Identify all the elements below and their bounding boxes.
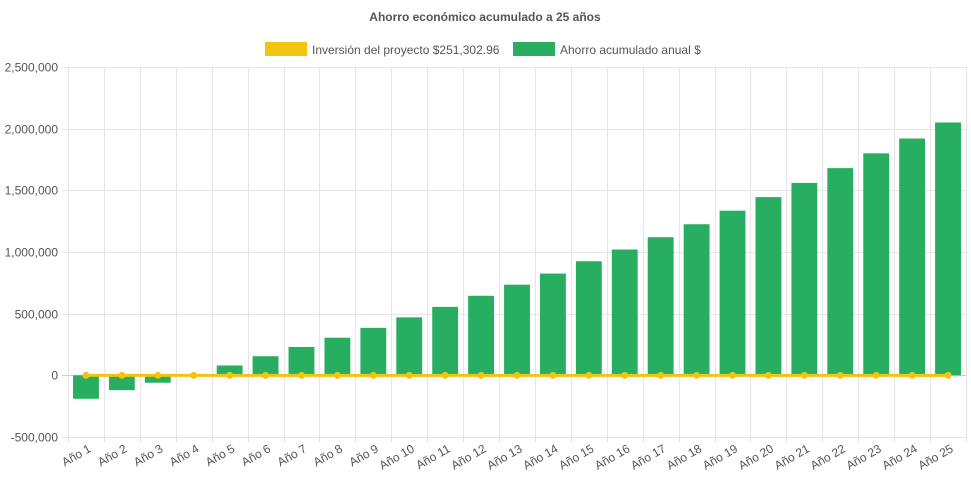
savings-bar bbox=[539, 273, 566, 376]
investment-point bbox=[764, 371, 772, 379]
investment-point bbox=[549, 371, 557, 379]
savings-bar bbox=[863, 153, 890, 376]
x-tick-label: Año 13 bbox=[485, 441, 525, 472]
x-tick-label: Año 8 bbox=[311, 441, 345, 469]
investment-point bbox=[513, 371, 521, 379]
y-tick-label: 500,000 bbox=[15, 308, 59, 322]
savings-bar bbox=[288, 346, 315, 376]
y-axis: 2,500,000 2,000,000 1,500,000 1,000,000 500,… bbox=[5, 61, 59, 445]
investment-point bbox=[118, 371, 126, 379]
y-tick-label: 2,000,000 bbox=[5, 123, 59, 137]
x-tick-label: Año 2 bbox=[95, 441, 129, 469]
savings-bar bbox=[504, 284, 530, 376]
savings-bar bbox=[647, 237, 674, 376]
investment-point bbox=[369, 371, 377, 379]
x-axis: Año 1 Año 2 Año 3 Año 4 Año 5 Año 6 Año 7 Año 8… bbox=[59, 441, 956, 472]
savings-bar bbox=[719, 210, 746, 376]
savings-bar bbox=[432, 306, 459, 376]
investment-point bbox=[333, 371, 341, 379]
investment-point bbox=[190, 371, 198, 379]
savings-bar bbox=[216, 365, 243, 376]
investment-point bbox=[872, 371, 880, 379]
x-tick-label: Año 9 bbox=[347, 441, 381, 469]
savings-bars bbox=[73, 122, 961, 399]
investment-point bbox=[944, 371, 952, 379]
x-tick-label: Año 14 bbox=[520, 441, 560, 472]
x-tick-label: Año 25 bbox=[916, 441, 956, 472]
savings-bar bbox=[827, 168, 854, 376]
chart-title: Ahorro económico acumulado a 25 años bbox=[369, 10, 601, 24]
x-tick-label: Año 4 bbox=[167, 441, 201, 469]
x-tick-label: Año 5 bbox=[203, 441, 237, 469]
savings-bar bbox=[683, 224, 710, 376]
investment-point bbox=[729, 371, 737, 379]
x-tick-label: Año 11 bbox=[413, 441, 452, 472]
x-tick-label: Año 10 bbox=[377, 441, 417, 472]
legend-swatch-investment bbox=[265, 42, 307, 56]
savings-bar bbox=[324, 337, 351, 376]
savings-bar bbox=[108, 375, 135, 391]
x-tick-label: Año 22 bbox=[808, 441, 848, 472]
savings-bar bbox=[360, 327, 387, 376]
y-tick-label: -500,000 bbox=[11, 431, 59, 445]
savings-bar bbox=[899, 138, 926, 376]
savings-bar bbox=[144, 375, 171, 383]
investment-point bbox=[836, 371, 844, 379]
savings-bar bbox=[575, 261, 602, 376]
x-tick-label: Año 20 bbox=[736, 441, 776, 472]
x-tick-label: Año 24 bbox=[880, 441, 920, 472]
investment-point bbox=[621, 371, 629, 379]
x-tick-label: Año 23 bbox=[844, 441, 884, 472]
y-tick-label: 0 bbox=[51, 369, 58, 383]
x-tick-label: Año 12 bbox=[449, 441, 489, 472]
investment-point bbox=[405, 371, 413, 379]
savings-bar bbox=[755, 197, 782, 376]
investment-point bbox=[800, 371, 808, 379]
investment-point bbox=[908, 371, 916, 379]
x-tick-label: Año 3 bbox=[131, 441, 165, 469]
legend-swatch-savings bbox=[513, 42, 555, 56]
savings-bar bbox=[611, 249, 638, 376]
investment-point bbox=[441, 371, 449, 379]
y-tick-label: 1,500,000 bbox=[5, 184, 59, 198]
savings-bar bbox=[935, 122, 961, 376]
legend-label-savings: Ahorro acumulado anual $ bbox=[560, 43, 701, 57]
x-tick-label: Año 18 bbox=[664, 441, 704, 472]
investment-point bbox=[657, 371, 665, 379]
investment-point bbox=[585, 371, 593, 379]
legend: Inversión del proyecto $251,302.96 Ahorr… bbox=[265, 42, 701, 57]
x-tick-label: Año 19 bbox=[700, 441, 740, 472]
investment-line bbox=[82, 371, 952, 379]
legend-item-investment[interactable]: Inversión del proyecto $251,302.96 bbox=[265, 42, 500, 57]
investment-point bbox=[226, 371, 234, 379]
savings-bar bbox=[252, 356, 279, 376]
x-tick-label: Año 6 bbox=[239, 441, 273, 469]
savings-bar bbox=[396, 317, 423, 376]
investment-point bbox=[154, 371, 162, 379]
x-tick-label: Año 16 bbox=[592, 441, 632, 472]
x-tick-label: Año 17 bbox=[628, 441, 668, 472]
y-tick-label: 1,000,000 bbox=[5, 246, 59, 260]
savings-bar bbox=[468, 295, 495, 376]
x-tick-label: Año 7 bbox=[275, 441, 309, 469]
legend-label-investment: Inversión del proyecto $251,302.96 bbox=[312, 43, 500, 57]
y-tick-label: 2,500,000 bbox=[5, 61, 59, 75]
x-tick-label: Año 21 bbox=[772, 441, 812, 472]
investment-point bbox=[297, 371, 305, 379]
legend-item-savings[interactable]: Ahorro acumulado anual $ bbox=[513, 42, 701, 57]
investment-point bbox=[262, 371, 270, 379]
x-tick-label: Año 1 bbox=[59, 441, 93, 469]
investment-point bbox=[693, 371, 701, 379]
investment-point bbox=[477, 371, 485, 379]
savings-bar bbox=[791, 182, 818, 376]
investment-point bbox=[82, 371, 90, 379]
x-tick-label: Año 15 bbox=[556, 441, 596, 472]
savings-bar bbox=[73, 375, 99, 399]
